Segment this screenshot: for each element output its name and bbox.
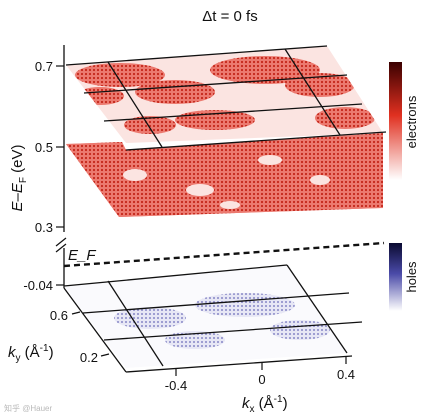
fermi-level-label: E_F <box>68 247 96 264</box>
z-tick-label: 0.7 <box>35 59 53 74</box>
colorbar-electrons-label: electrons <box>404 95 419 148</box>
colorbar-holes <box>389 243 402 311</box>
kx-axis-line <box>125 355 353 373</box>
kx-axis-title: kx (Å-1) <box>242 394 288 415</box>
fermi-level-line <box>63 241 385 268</box>
ky-tick-0.6 <box>71 311 81 315</box>
axis-break-mark <box>55 243 67 253</box>
ky-tick-0.2 <box>100 353 110 357</box>
watermark: 知乎 @Hauer <box>4 403 52 413</box>
z-tick-label: -0.04 <box>23 278 53 293</box>
kx-tick-label: 0 <box>258 372 265 387</box>
kx-tick-label: 0.4 <box>337 367 355 382</box>
electron-plane-middle <box>66 133 383 217</box>
colorbar-holes-label: holes <box>404 261 419 293</box>
ky-axis-line <box>63 287 127 373</box>
z-tick-label: 0.5 <box>35 140 53 155</box>
ky-tick-label: 0.6 <box>50 308 68 323</box>
grid-lines-upper <box>65 45 387 151</box>
kx-tick-label: -0.4 <box>165 378 187 393</box>
ky-axis-title: ky (Å-1) <box>8 343 54 364</box>
ky-tick-label: 0.2 <box>80 350 98 365</box>
grid-lines-lower <box>63 264 363 367</box>
chart-title: Δt = 0 fs <box>202 8 257 25</box>
hole-plane <box>64 265 347 368</box>
colorbar-electrons <box>389 62 402 180</box>
z-tick-label: 0.3 <box>35 220 53 235</box>
z-axis-title: E–EF (eV) <box>9 145 29 212</box>
axis-break-mark <box>55 237 67 247</box>
